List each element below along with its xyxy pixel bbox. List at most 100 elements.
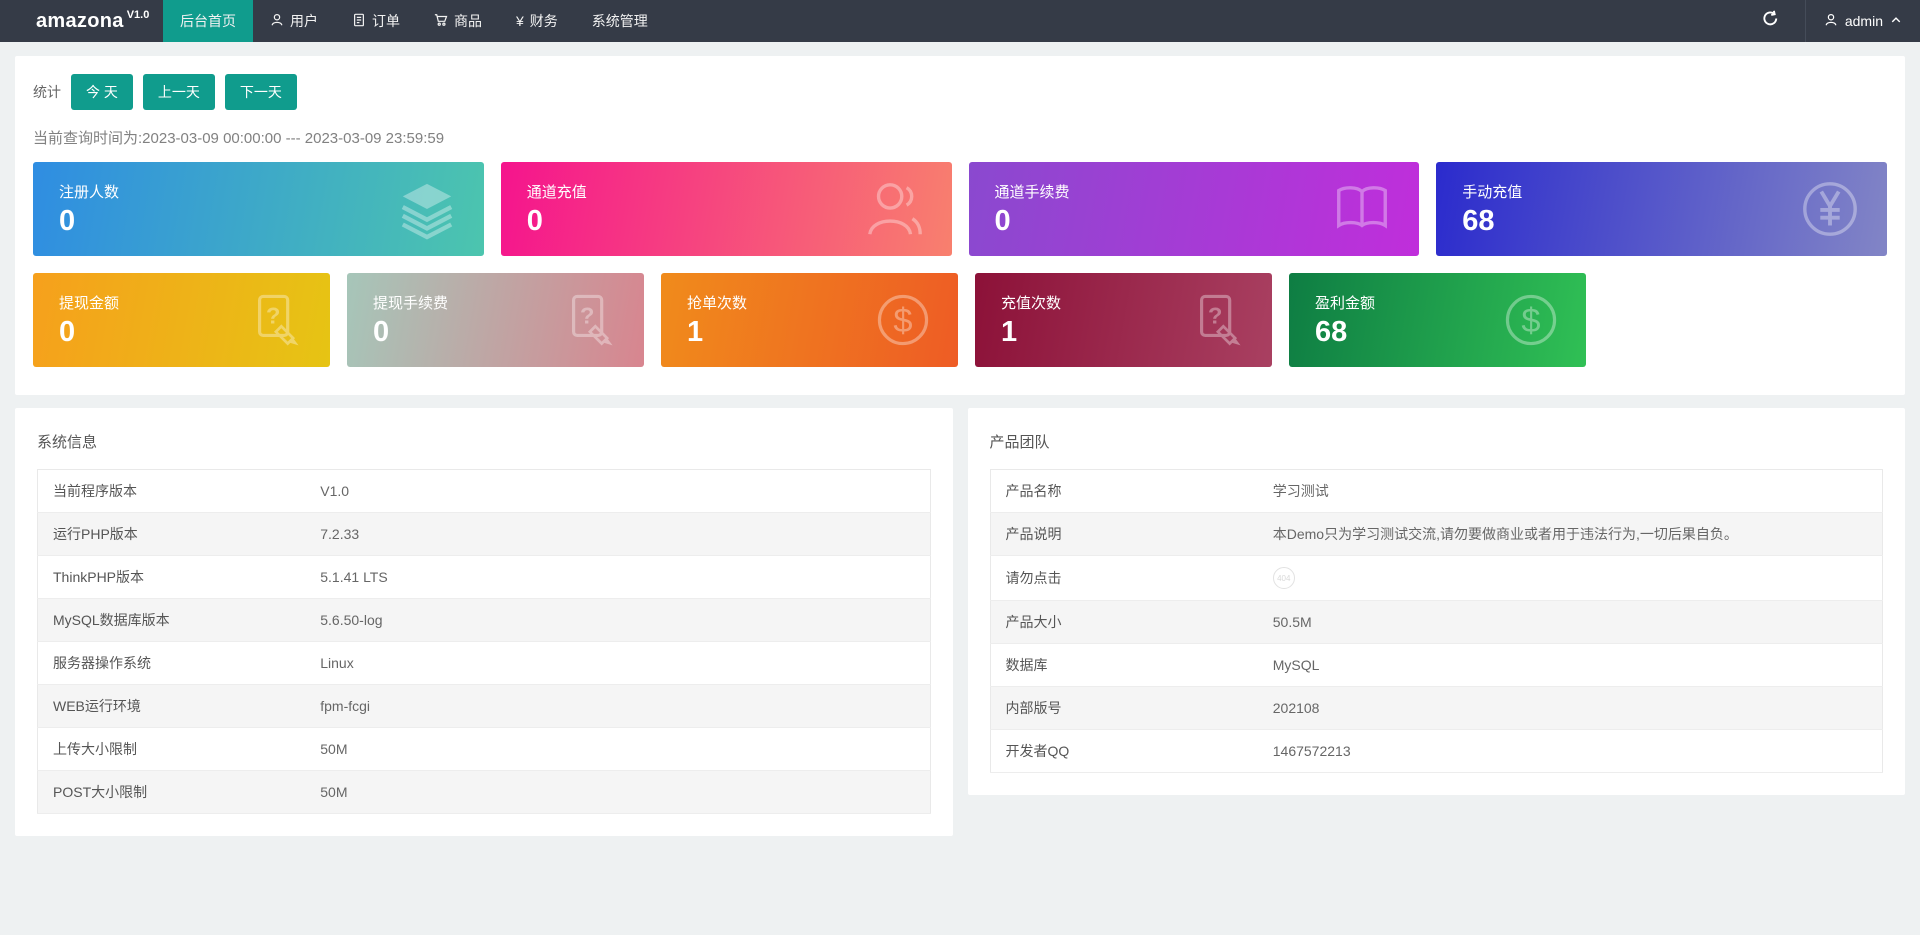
stat-cards-row-2: 提现金额 0 提现手续费 0 抢单次数 1 [33, 273, 1887, 367]
table-row: 当前程序版本 V1.0 [37, 469, 930, 513]
info-label: 产品说明 [990, 512, 1258, 556]
info-value: MySQL [1257, 643, 1883, 687]
order-icon [352, 13, 366, 30]
user-icon [270, 13, 284, 30]
stat-card-value: 0 [59, 315, 76, 348]
statistics-label: 统计 [33, 84, 61, 100]
table-row: 请勿点击 404 [990, 555, 1883, 601]
info-value: fpm-fcgi [305, 684, 930, 728]
panel-title: 产品团队 [989, 434, 1050, 451]
refresh-icon [1762, 10, 1779, 32]
panel-title: 系统信息 [37, 434, 98, 451]
nav-item-system[interactable]: 系统管理 [575, 0, 665, 42]
stat-card-order-grab-count: 抢单次数 1 [661, 273, 958, 367]
stat-card-channel-recharge: 通道充值 0 [500, 162, 952, 256]
info-value: 学习测试 [1257, 469, 1883, 513]
brand-name: amazona [36, 9, 124, 32]
info-value: 50M [305, 727, 930, 771]
nav-item-label: 系统管理 [591, 13, 648, 29]
stat-card-withdraw-fee: 提现手续费 0 [347, 273, 644, 367]
stat-card-value: 1 [1001, 315, 1018, 348]
stat-card-value: 0 [59, 204, 76, 237]
stat-card-label: 通道手续费 [994, 183, 1070, 201]
user-icon [1824, 13, 1838, 30]
stat-card-registered-users: 注册人数 0 [33, 162, 484, 256]
table-row: WEB运行环境 fpm-fcgi [37, 684, 930, 728]
info-label: 当前程序版本 [37, 469, 306, 513]
nav-item-dashboard[interactable]: 后台首页 [163, 0, 253, 42]
system-info-panel: 系统信息 当前程序版本 V1.0 运行PHP版本 7.2.33 ThinkPHP… [15, 408, 953, 836]
stat-card-channel-fee: 通道手续费 0 [968, 162, 1420, 256]
stat-card-value: 0 [526, 204, 543, 237]
stat-card-label: 提现金额 [59, 294, 120, 312]
chevron-up-icon [1890, 13, 1902, 29]
user-menu[interactable]: admin [1806, 13, 1920, 30]
navbar-divider [1804, 0, 1806, 42]
table-row: 开发者QQ 1467572213 [990, 729, 1883, 773]
info-value: 1467572213 [1257, 729, 1883, 773]
nav-item-label: 商品 [454, 13, 482, 29]
username-label: admin [1844, 13, 1883, 29]
info-value: 5.6.50-log [305, 598, 930, 642]
layers-icon [396, 178, 458, 240]
do-not-click-badge[interactable]: 404 [1272, 567, 1295, 589]
info-value: 50.5M [1257, 600, 1883, 644]
info-label: 产品名称 [990, 469, 1258, 513]
nav-item-finance[interactable]: ¥ 财务 [499, 0, 575, 42]
info-label: 开发者QQ [990, 729, 1258, 773]
info-label: POST大小限制 [37, 770, 306, 814]
info-label: 产品大小 [990, 600, 1258, 644]
table-row: 产品说明 本Demo只为学习测试交流,请勿要做商业或者用于违法行为,一切后果自负… [990, 512, 1883, 556]
dollar-circle-icon [1502, 291, 1560, 349]
nav-item-users[interactable]: 用户 [253, 0, 335, 42]
info-value: 本Demo只为学习测试交流,请勿要做商业或者用于违法行为,一切后果自负。 [1257, 512, 1883, 556]
stat-card-label: 手动充值 [1462, 183, 1523, 201]
yen-icon: ¥ [516, 13, 524, 29]
previous-day-button[interactable]: 上一天 [142, 74, 215, 110]
stat-card-value: 0 [994, 204, 1011, 237]
statistics-header: 统计 今 天 上一天 下一天 [33, 74, 1887, 110]
nav-item-label: 用户 [290, 13, 318, 29]
stat-cards-row-1: 注册人数 0 通道充值 0 通道手续费 0 [33, 162, 1887, 256]
table-row: 产品名称 学习测试 [990, 469, 1883, 513]
next-day-button[interactable]: 下一天 [224, 74, 297, 110]
today-button[interactable]: 今 天 [71, 74, 133, 110]
info-label: 服务器操作系统 [37, 641, 306, 685]
nav-item-products[interactable]: 商品 [417, 0, 499, 42]
yen-circle-icon [1799, 178, 1861, 240]
refresh-button[interactable] [1736, 0, 1805, 42]
file-question-icon [246, 291, 304, 349]
info-label: 上传大小限制 [37, 727, 306, 771]
statistics-panel: 统计 今 天 上一天 下一天 当前查询时间为:2023-03-09 00:00:… [15, 56, 1905, 395]
stat-card-label: 注册人数 [59, 183, 120, 201]
stat-card-withdraw-amount: 提现金额 0 [33, 273, 330, 367]
info-value: 202108 [1257, 686, 1883, 730]
system-info-table: 当前程序版本 V1.0 运行PHP版本 7.2.33 ThinkPHP版本 5.… [37, 469, 931, 814]
open-book-icon [1331, 178, 1393, 240]
info-value: 5.1.41 LTS [305, 555, 930, 599]
info-label: 数据库 [990, 643, 1258, 687]
info-label: ThinkPHP版本 [37, 555, 306, 599]
table-row: MySQL数据库版本 5.6.50-log [37, 598, 930, 642]
info-label: 运行PHP版本 [37, 512, 306, 556]
info-label: 请勿点击 [990, 555, 1258, 601]
info-label: 内部版号 [990, 686, 1258, 730]
dollar-circle-icon [874, 291, 932, 349]
info-value: Linux [305, 641, 930, 685]
query-time-text: 当前查询时间为:2023-03-09 00:00:00 --- 2023-03-… [33, 130, 445, 147]
stat-card-label: 通道充值 [526, 183, 587, 201]
info-label: WEB运行环境 [37, 684, 306, 728]
stat-card-recharge-count: 充值次数 1 [975, 273, 1272, 367]
stat-card-profit-amount: 盈利金额 68 [1289, 273, 1586, 367]
cart-icon [434, 13, 448, 30]
info-value: V1.0 [305, 469, 930, 513]
nav-item-orders[interactable]: 订单 [335, 0, 417, 42]
stat-card-label: 盈利金额 [1315, 294, 1376, 312]
stat-card-value: 0 [373, 315, 390, 348]
table-row: POST大小限制 50M [37, 770, 930, 814]
brand-logo[interactable]: amazona V1.0 [0, 0, 163, 42]
table-row: 上传大小限制 50M [37, 727, 930, 771]
stat-card-value: 1 [687, 315, 704, 348]
table-row: 服务器操作系统 Linux [37, 641, 930, 685]
info-value: 50M [305, 770, 930, 814]
